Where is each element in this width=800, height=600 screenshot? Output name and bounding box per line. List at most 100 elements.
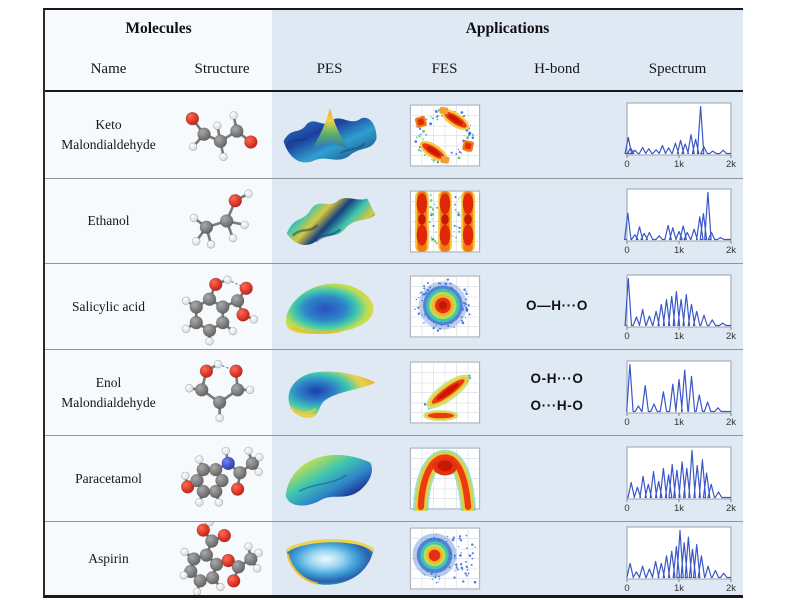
svg-text:0: 0	[624, 417, 629, 428]
svg-text:2k: 2k	[725, 503, 735, 514]
molecule-name: Aspirin	[88, 550, 129, 566]
molecule-structure-cell	[172, 350, 272, 435]
molecule-3d-structure	[181, 275, 259, 345]
fes-density-plot	[409, 361, 480, 424]
hbond-cell: O—H···O	[502, 264, 612, 349]
svg-text:0: 0	[624, 331, 629, 342]
hbond-label: O···H-O	[530, 397, 584, 413]
svg-text:2k: 2k	[725, 331, 735, 342]
svg-text:1k: 1k	[673, 331, 683, 342]
svg-text:1k: 1k	[673, 159, 683, 170]
column-header-fes: FES	[387, 48, 502, 90]
svg-text:2k: 2k	[725, 583, 735, 594]
table-body: Keto Malondialdehyde 0 1k 2k Ethanol 0 1k…	[45, 92, 743, 595]
molecule-name-cell: Salicylic acid	[45, 264, 172, 349]
molecule-name-cell: Aspirin	[45, 522, 172, 595]
molecule-3d-structure	[181, 446, 264, 507]
spectrum-cell: 0 1k 2k	[612, 436, 743, 521]
svg-text:1k: 1k	[673, 417, 683, 428]
pes-cell	[272, 350, 387, 435]
ir-spectrum-chart: 0 1k 2k	[623, 188, 736, 256]
svg-text:1k: 1k	[673, 583, 683, 594]
molecule-structure-cell	[172, 522, 272, 595]
molecule-3d-structure	[189, 189, 253, 249]
spectrum-cell: 0 1k 2k	[612, 264, 743, 349]
svg-text:2k: 2k	[725, 245, 735, 256]
svg-text:0: 0	[624, 583, 629, 594]
svg-text:2k: 2k	[725, 417, 735, 428]
molecule-name-cell: Paracetamol	[45, 436, 172, 521]
fes-cell	[387, 179, 502, 263]
molecule-name-cell: Ethanol	[45, 179, 172, 263]
fes-density-plot	[409, 190, 480, 252]
ir-spectrum-chart: 0 1k 2k	[624, 526, 736, 594]
molecule-name: Paracetamol	[75, 470, 142, 486]
fes-cell	[387, 350, 502, 435]
group-header-applications: Applications	[272, 10, 743, 48]
svg-text:1k: 1k	[673, 503, 683, 514]
molecule-name-cell: Enol Malondialdehyde	[45, 350, 172, 435]
molecule-structure-cell	[172, 92, 272, 178]
fes-density-plot	[409, 527, 480, 590]
molecules-applications-table: Molecules Applications Name Structure PE…	[43, 8, 743, 598]
column-header-row: Name Structure PES FES H-bond Spectrum	[45, 48, 743, 90]
pes-cell	[272, 264, 387, 349]
molecule-3d-structure	[185, 359, 255, 422]
spectrum-cell: 0 1k 2k	[612, 179, 743, 263]
ir-spectrum-chart: 0 1k 2k	[624, 274, 736, 342]
fes-density-plot	[409, 275, 480, 338]
molecule-structure-cell	[172, 436, 272, 521]
molecule-structure-cell	[172, 264, 272, 349]
pes-cell	[272, 522, 387, 595]
molecule-structure-cell	[172, 179, 272, 263]
hbond-label: O-H···O	[530, 371, 584, 387]
molecule-name: Keto Malondialdehyde	[61, 117, 156, 152]
fes-cell	[387, 264, 502, 349]
hbond-cell	[502, 436, 612, 521]
pes-surface-plot	[283, 108, 377, 163]
ir-spectrum-chart: 0 1k 2k	[624, 360, 736, 428]
svg-text:0: 0	[624, 245, 629, 256]
pes-surface-plot	[285, 283, 373, 334]
molecule-name: Salicylic acid	[71, 298, 146, 314]
molecule-name: Enol Malondialdehyde	[61, 374, 156, 410]
molecule-3d-structure	[185, 111, 258, 162]
spectrum-cell: 0 1k 2k	[612, 350, 743, 435]
column-header-name: Name	[45, 48, 172, 90]
pes-surface-plot	[285, 454, 372, 506]
table-row: Enol Malondialdehyde O-H···O O···H-O 0 1k…	[45, 349, 743, 435]
svg-text:0: 0	[624, 159, 629, 170]
table-header: Molecules Applications Name Structure PE…	[45, 10, 743, 92]
spectrum-cell: 0 1k 2k	[612, 92, 743, 178]
hbond-cell	[502, 179, 612, 263]
fes-cell	[387, 522, 502, 595]
column-header-pes: PES	[272, 48, 387, 90]
hbond-cell: O-H···O O···H-O	[502, 350, 612, 435]
pes-surface-plot	[286, 197, 375, 246]
table-row: Paracetamol 0 1k 2k	[45, 435, 743, 521]
column-header-structure: Structure	[172, 48, 272, 90]
table-row: Ethanol 0 1k 2k	[45, 178, 743, 263]
pes-surface-plot	[288, 371, 375, 418]
hbond-cell	[502, 522, 612, 595]
column-header-hbond: H-bond	[502, 48, 612, 90]
fes-density-plot	[409, 447, 480, 511]
fes-density-plot	[409, 104, 480, 166]
svg-text:2k: 2k	[725, 159, 735, 170]
molecule-name: Ethanol	[87, 213, 130, 229]
spectrum-cell: 0 1k 2k	[612, 522, 743, 595]
molecule-3d-structure	[179, 522, 263, 595]
svg-text:1k: 1k	[673, 245, 683, 256]
hbond-cell	[502, 92, 612, 178]
table-row: Aspirin 0 1k 2k	[45, 521, 743, 595]
ir-spectrum-chart: 0 1k 2k	[624, 446, 736, 514]
fes-cell	[387, 436, 502, 521]
pes-surface-plot	[285, 538, 374, 585]
table-row: Keto Malondialdehyde 0 1k 2k	[45, 92, 743, 178]
pes-cell	[272, 179, 387, 263]
molecule-name-cell: Keto Malondialdehyde	[45, 92, 172, 178]
table-row: Salicylic acid O—H···O 0 1k 2k	[45, 263, 743, 349]
column-header-spectrum: Spectrum	[612, 48, 743, 90]
group-header-row: Molecules Applications	[45, 10, 743, 48]
